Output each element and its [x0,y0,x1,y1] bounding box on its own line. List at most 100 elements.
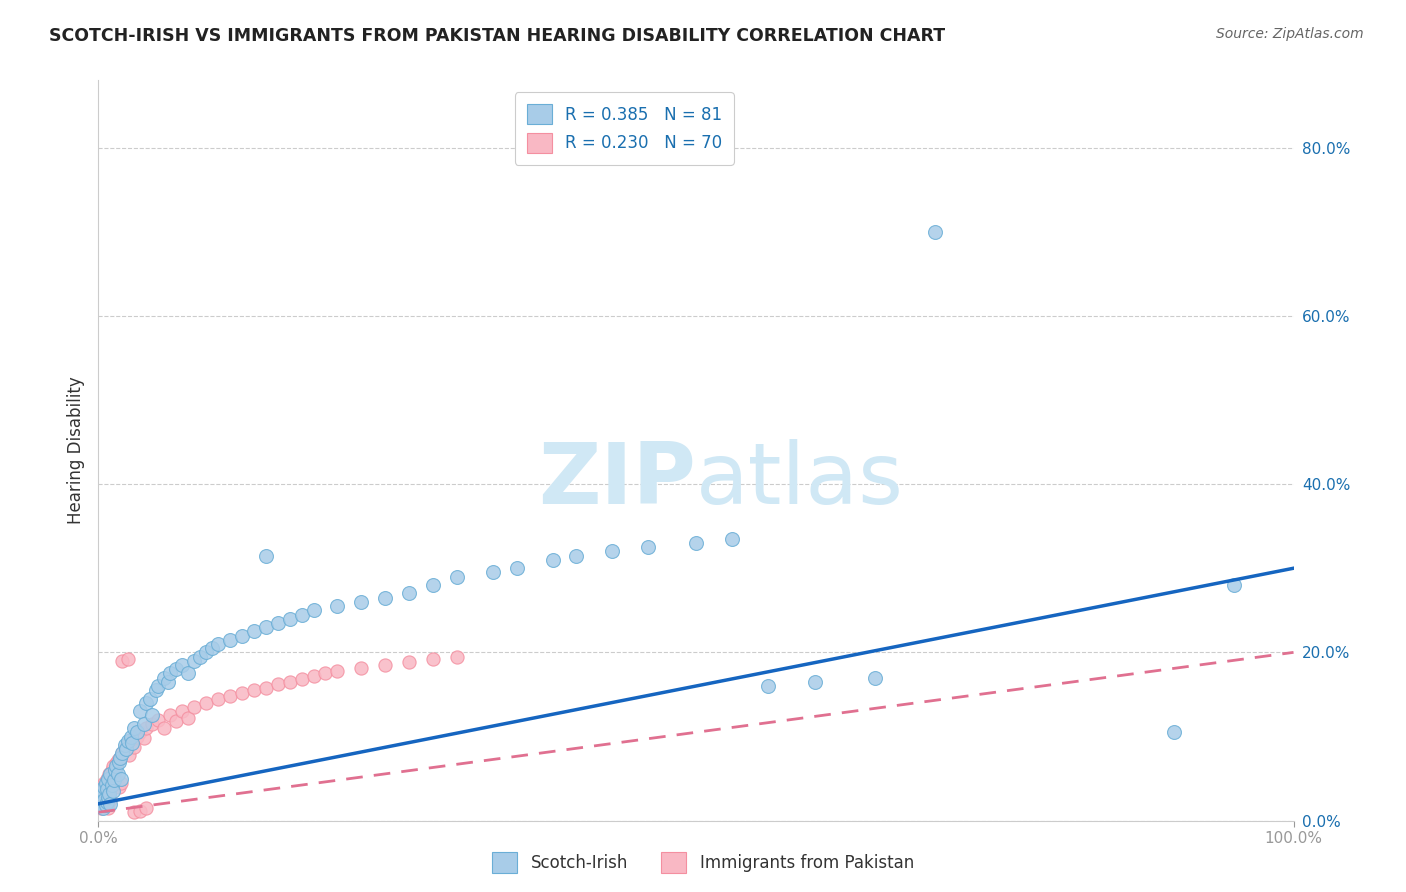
Point [177,711,200,725]
Point [97,772,120,786]
Point [91,801,114,815]
Point [129,725,152,739]
Point [103,773,125,788]
Point [602,544,624,558]
Point [756,679,779,693]
Point [98,767,121,781]
Point [565,549,588,563]
Point [148,713,170,727]
Point [110,772,132,786]
Point [254,620,277,634]
Point [302,603,325,617]
Point [326,599,349,613]
Point [159,708,181,723]
Point [91,798,114,813]
Point [132,717,155,731]
Point [125,725,148,739]
Point [267,677,290,691]
Point [374,658,396,673]
Point [924,225,946,239]
Point [506,561,529,575]
Point [481,566,505,580]
Point [124,805,146,820]
Point [148,679,170,693]
Point [124,739,146,754]
Point [90,789,112,803]
Point [153,671,176,685]
Text: atlas: atlas [696,439,904,522]
Point [105,759,128,773]
Point [89,792,111,806]
Text: Source: ZipAtlas.com: Source: ZipAtlas.com [1216,27,1364,41]
Point [91,789,114,803]
Legend: R = 0.385   N = 81, R = 0.230   N = 70: R = 0.385 N = 81, R = 0.230 N = 70 [515,92,734,165]
Point [124,721,146,735]
Point [125,730,148,744]
Point [90,797,112,811]
Point [104,778,127,792]
Point [231,628,253,642]
Point [101,770,124,784]
Point [165,662,187,676]
Point [267,615,290,630]
Y-axis label: Hearing Disability: Hearing Disability [66,376,84,524]
Point [422,578,444,592]
Point [93,792,115,806]
Point [98,797,122,811]
Point [201,641,224,656]
Point [96,772,118,786]
Point [98,792,122,806]
Point [188,649,211,664]
Point [115,738,138,752]
Point [135,696,157,710]
Point [302,669,325,683]
Point [96,795,118,809]
Point [97,778,120,792]
Point [422,652,444,666]
Point [315,666,337,681]
Point [91,795,114,809]
Point [91,798,114,813]
Point [105,756,128,771]
Point [100,778,122,792]
Point [243,624,266,639]
Point [121,736,143,750]
Point [254,549,277,563]
Point [114,742,136,756]
Point [398,586,420,600]
Point [101,759,124,773]
Point [107,767,129,781]
Point [117,733,139,747]
Point [96,781,118,796]
Point [98,767,122,781]
Point [111,654,134,668]
Point [97,801,120,815]
Point [231,686,253,700]
Point [108,750,131,764]
Point [104,763,127,777]
Point [101,784,124,798]
Point [721,532,744,546]
Point [1223,578,1246,592]
Point [326,664,349,678]
Point [108,750,131,764]
Point [90,801,112,815]
Point [117,652,139,666]
Point [139,691,162,706]
Point [141,717,163,731]
Point [89,792,111,806]
Point [94,798,117,813]
Legend: Scotch-Irish, Immigrants from Pakistan: Scotch-Irish, Immigrants from Pakistan [485,846,921,880]
Point [91,784,114,798]
Point [96,790,118,805]
Point [398,656,420,670]
Point [118,747,141,762]
Point [865,671,887,685]
Point [172,658,194,673]
Point [172,704,194,718]
Point [637,540,659,554]
Point [195,645,218,659]
Point [195,696,218,710]
Point [107,753,129,767]
Point [135,721,157,735]
